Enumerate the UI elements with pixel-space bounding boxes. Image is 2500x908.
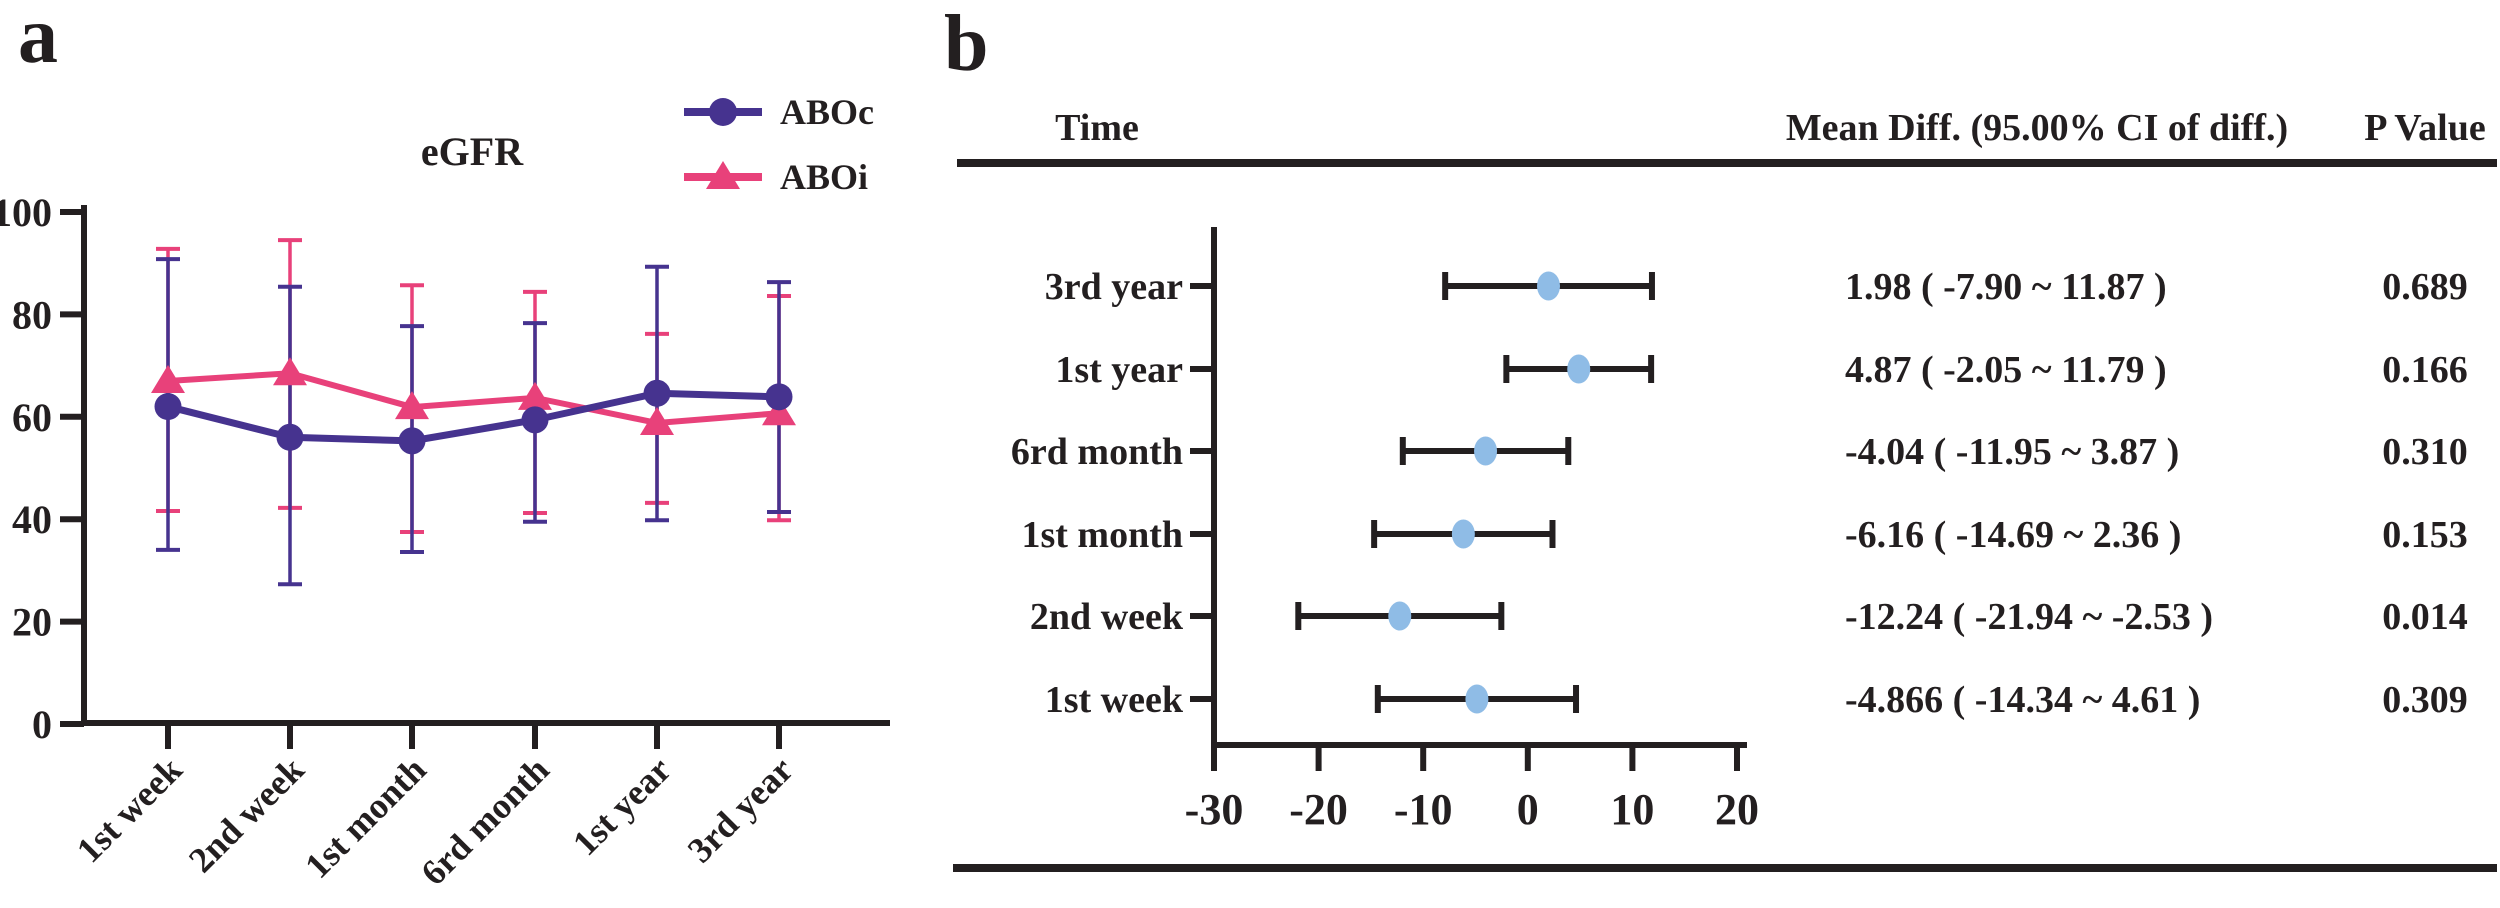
p-value-text: 0.014: [2382, 596, 2468, 638]
forest-row: 1st year 4.87 ( -2.05 ~ 11.79 ) 0.166: [1055, 349, 2467, 391]
mean-dot: [1474, 436, 1498, 466]
a-x-tick-label: 6rd month: [413, 749, 557, 893]
data-point-circle: [765, 383, 793, 411]
row-time-label: 3rd year: [1045, 266, 1183, 308]
b-x-tick-label: -10: [1394, 785, 1453, 834]
col-header-mean-diff: Mean Diff. (95.00% CI of diff.): [1786, 107, 2288, 149]
mean-diff-text: -12.24 ( -21.94 ~ -2.53 ): [1845, 596, 2213, 638]
data-point-circle: [154, 393, 182, 421]
p-value-text: 0.166: [2382, 349, 2468, 391]
mean-diff-text: 4.87 ( -2.05 ~ 11.79 ): [1845, 349, 2167, 391]
data-point-triangle: [518, 381, 552, 410]
forest-row: 1st week -4.866 ( -14.34 ~ 4.61 ) 0.309: [1045, 679, 2468, 721]
a-y-tick-label: 80: [12, 292, 52, 337]
col-header-p-value: P Value: [2364, 107, 2485, 149]
mean-dot: [1451, 519, 1475, 549]
b-x-tick-label: 0: [1517, 785, 1539, 834]
row-time-label: 1st year: [1055, 349, 1183, 391]
mean-dot: [1388, 601, 1412, 631]
legend-label-ABOi: ABOi: [780, 157, 868, 197]
b-x-tick-label: -20: [1289, 785, 1348, 834]
a-x-tick-label: 2nd week: [181, 749, 312, 880]
b-x-tick-label: 20: [1715, 785, 1759, 834]
mean-dot: [1465, 684, 1489, 714]
data-point-circle: [521, 406, 549, 434]
data-point-triangle: [395, 391, 429, 420]
mean-dot: [1537, 271, 1561, 301]
a-y-tick-label: 40: [12, 497, 52, 542]
row-time-label: 1st week: [1045, 679, 1184, 721]
a-x-tick-label: 3rd year: [680, 749, 801, 870]
legend-triangle-marker: [706, 161, 740, 189]
a-y-tick-label: 100: [0, 190, 52, 235]
mean-diff-text: 1.98 ( -7.90 ~ 11.87 ): [1845, 266, 2167, 308]
p-value-text: 0.153: [2382, 514, 2468, 556]
forest-plot: -30 -20 -10 0 10 20 3rd year 1.98 ( -7.90 ~ 11.…: [1011, 227, 2468, 834]
p-value-text: 0.689: [2382, 266, 2468, 308]
data-point-triangle: [151, 364, 185, 393]
row-time-label: 6rd month: [1011, 431, 1183, 473]
row-time-label: 1st month: [1021, 514, 1183, 556]
series-ABOc: [154, 379, 793, 455]
data-point-triangle: [640, 406, 674, 435]
data-point-circle: [643, 379, 671, 407]
legend-circle-marker: [709, 98, 737, 126]
mean-diff-text: -6.16 ( -14.69 ~ 2.36 ): [1845, 514, 2181, 556]
data-point-triangle: [762, 397, 796, 426]
error-bars-ABOi: [156, 238, 791, 534]
forest-row: 1st month -6.16 ( -14.69 ~ 2.36 ) 0.153: [1021, 514, 2467, 556]
panel-b-label: b: [944, 0, 989, 88]
a-x-tick-label: 1st week: [69, 749, 190, 870]
forest-row: 3rd year 1.98 ( -7.90 ~ 11.87 ) 0.689: [1045, 266, 2468, 308]
mean-diff-text: -4.866 ( -14.34 ~ 4.61 ): [1845, 679, 2200, 721]
p-value-text: 0.309: [2382, 679, 2468, 721]
b-x-tick-label: -30: [1185, 785, 1244, 834]
legend-label-ABOc: ABOc: [780, 92, 874, 132]
data-point-circle: [398, 427, 426, 455]
a-x-tick-label: 1st year: [565, 749, 679, 863]
row-time-label: 2nd week: [1030, 596, 1184, 638]
a-y-tick-label: 0: [32, 702, 52, 747]
forest-row: 6rd month -4.04 ( -11.95 ~ 3.87 ) 0.310: [1011, 431, 2468, 473]
forest-row: 2nd week -12.24 ( -21.94 ~ -2.53 ) 0.014: [1030, 596, 2468, 638]
panel-a-label: a: [18, 0, 58, 80]
data-point-triangle: [273, 357, 307, 386]
a-y-tick-label: 60: [12, 395, 52, 440]
p-value-text: 0.310: [2382, 431, 2468, 473]
mean-diff-text: -4.04 ( -11.95 ~ 3.87 ): [1845, 431, 2179, 473]
b-x-tick-label: 10: [1610, 785, 1654, 834]
series-ABOi: [151, 357, 796, 435]
series-line-ABOc: [167, 389, 780, 445]
mean-dot: [1567, 354, 1591, 384]
a-y-tick-label: 20: [12, 600, 52, 645]
col-header-time: Time: [1055, 107, 1139, 149]
series-line-ABOi: [167, 370, 780, 426]
chart-a-title: eGFR: [421, 129, 524, 174]
data-point-circle: [276, 423, 304, 451]
